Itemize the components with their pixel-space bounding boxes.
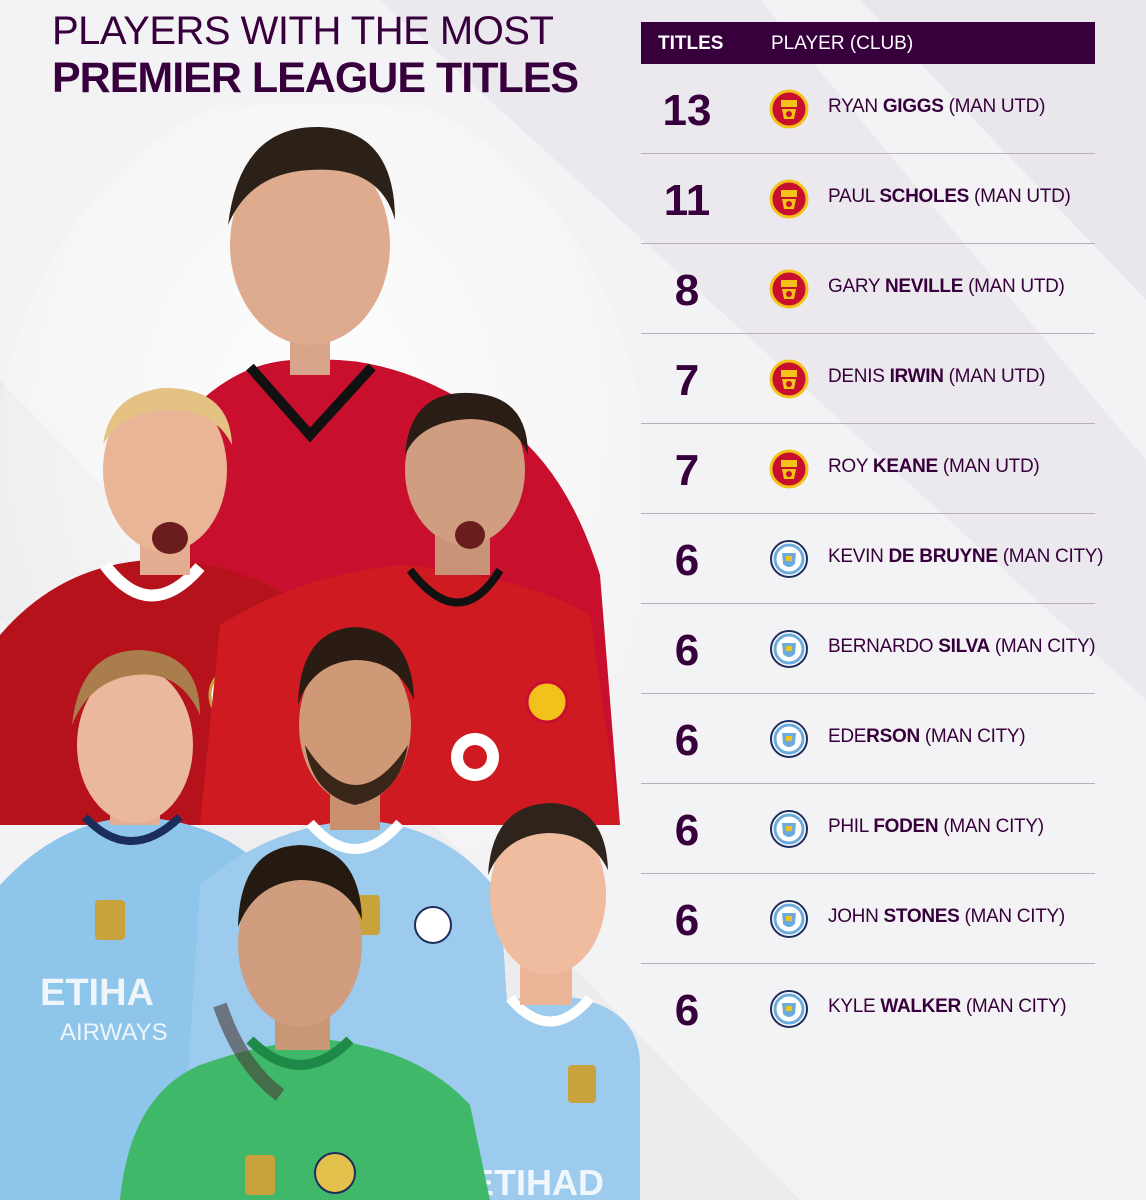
man-utd-crest-icon bbox=[769, 179, 809, 219]
player-first-name: EDE bbox=[828, 726, 867, 747]
man-utd-crest-icon bbox=[769, 449, 809, 489]
player-first-name: RYAN bbox=[828, 96, 878, 117]
svg-text:ETIHAD: ETIHAD bbox=[470, 1162, 604, 1200]
table-row: 11 PAUL SCHOLES (MAN UTD) bbox=[641, 154, 1095, 244]
titles-table: TITLES PLAYER (CLUB) 13 RYAN GIGGS (MAN U… bbox=[641, 22, 1103, 1053]
titles-count: 6 bbox=[674, 986, 700, 1035]
player-first-name: ROY bbox=[828, 456, 868, 477]
man-utd-crest-icon bbox=[769, 359, 809, 399]
player-name: RYAN GIGGS (MAN UTD) bbox=[828, 96, 1045, 118]
player-club: (MAN UTD) bbox=[948, 96, 1046, 117]
player-last-name: KEANE bbox=[872, 456, 938, 477]
player-club: (MAN CITY) bbox=[924, 726, 1026, 747]
man-city-crest-icon bbox=[770, 990, 808, 1028]
table-row: 6 PHIL FODEN (MAN CITY) bbox=[641, 784, 1095, 874]
table-body: 13 RYAN GIGGS (MAN UTD) 11 PAUL SCHOLES (MA… bbox=[641, 64, 1103, 1053]
player-first-name: KEVIN bbox=[828, 546, 884, 567]
player-club: (MAN CITY) bbox=[943, 816, 1044, 837]
player-club: (MAN CITY) bbox=[1002, 546, 1104, 567]
table-header: TITLES PLAYER (CLUB) bbox=[641, 22, 1095, 64]
titles-count: 6 bbox=[674, 806, 700, 855]
player-first-name: PAUL bbox=[828, 186, 875, 207]
table-row: 8 GARY NEVILLE (MAN UTD) bbox=[641, 244, 1095, 334]
table-row: 6 KYLE WALKER (MAN CITY) bbox=[641, 964, 1095, 1053]
man-utd-crest-icon bbox=[769, 269, 809, 309]
player-last-name: GIGGS bbox=[882, 96, 944, 117]
player-first-name: KYLE bbox=[828, 996, 876, 1017]
player-club: (MAN UTD) bbox=[968, 276, 1065, 297]
player-club: (MAN CITY) bbox=[994, 636, 1096, 657]
player-name: PHIL FODEN (MAN CITY) bbox=[828, 816, 1044, 838]
player-last-name: NEVILLE bbox=[884, 276, 964, 297]
player-club: (MAN CITY) bbox=[965, 996, 1067, 1017]
player-club: (MAN UTD) bbox=[948, 366, 1046, 387]
man-city-crest-icon bbox=[770, 720, 808, 758]
table-row: 6 JOHN STONES (MAN CITY) bbox=[641, 874, 1095, 964]
player-club: (MAN UTD) bbox=[942, 456, 1040, 477]
titles-count: 6 bbox=[674, 896, 700, 945]
title-line-1: PLAYERS WITH THE MOST bbox=[52, 9, 554, 53]
svg-text:AIRWAYS: AIRWAYS bbox=[60, 1019, 168, 1046]
player-first-name: JOHN bbox=[828, 906, 879, 927]
man-city-crest-icon bbox=[770, 900, 808, 938]
player-last-name: SCHOLES bbox=[879, 186, 970, 207]
table-row: 6 BERNARDO SILVA (MAN CITY) bbox=[641, 604, 1096, 694]
titles-count: 13 bbox=[662, 86, 712, 135]
player-ederson-figure bbox=[120, 845, 490, 1200]
player-name: DENIS IRWIN (MAN UTD) bbox=[828, 366, 1045, 388]
titles-count: 6 bbox=[674, 716, 700, 765]
player-name: EDERSON (MAN CITY) bbox=[828, 726, 1026, 748]
player-name: GARY NEVILLE (MAN UTD) bbox=[828, 276, 1065, 298]
player-last-name: FODEN bbox=[873, 816, 939, 837]
player-club: (MAN CITY) bbox=[964, 906, 1065, 927]
titles-count: 7 bbox=[674, 356, 700, 405]
page-title: PLAYERS WITH THE MOST PREMIER LEAGUE TIT… bbox=[52, 8, 612, 102]
titles-count: 6 bbox=[674, 536, 700, 585]
table-row: 7 DENIS IRWIN (MAN UTD) bbox=[641, 334, 1095, 424]
player-name: JOHN STONES (MAN CITY) bbox=[828, 906, 1065, 928]
table-row: 7 ROY KEANE (MAN UTD) bbox=[641, 424, 1095, 514]
svg-text:ETIHA: ETIHA bbox=[40, 972, 154, 1014]
player-club: (MAN UTD) bbox=[974, 186, 1071, 207]
player-last-name: RSON bbox=[866, 726, 920, 747]
man-utd-crest-icon bbox=[769, 89, 809, 129]
titles-count: 8 bbox=[674, 266, 700, 315]
players-photo-collage: ETIHA AIRWAYS ETIHAD bbox=[0, 105, 640, 1200]
player-last-name: WALKER bbox=[880, 996, 961, 1017]
column-header-player: PLAYER (CLUB) bbox=[771, 33, 914, 54]
player-name: PAUL SCHOLES (MAN UTD) bbox=[828, 186, 1071, 208]
man-city-crest-icon bbox=[770, 810, 808, 848]
player-name: KYLE WALKER (MAN CITY) bbox=[828, 996, 1067, 1018]
player-first-name: BERNARDO bbox=[828, 636, 934, 657]
titles-count: 7 bbox=[674, 446, 700, 495]
player-name: ROY KEANE (MAN UTD) bbox=[828, 456, 1040, 478]
table-row: 6 KEVIN DE BRUYNE (MAN CITY) bbox=[641, 514, 1103, 604]
player-name: KEVIN DE BRUYNE (MAN CITY) bbox=[828, 546, 1103, 568]
table-row: 13 RYAN GIGGS (MAN UTD) bbox=[641, 64, 1095, 154]
player-first-name: GARY bbox=[828, 276, 880, 297]
player-first-name: PHIL bbox=[828, 816, 869, 837]
man-city-crest-icon bbox=[770, 540, 808, 578]
player-name: BERNARDO SILVA (MAN CITY) bbox=[828, 636, 1096, 658]
player-last-name: DE BRUYNE bbox=[888, 546, 999, 567]
column-header-titles: TITLES bbox=[658, 33, 724, 54]
man-city-crest-icon bbox=[770, 630, 808, 668]
table-row: 6 EDERSON (MAN CITY) bbox=[641, 694, 1095, 784]
titles-count: 6 bbox=[674, 626, 700, 675]
player-last-name: IRWIN bbox=[889, 366, 944, 387]
title-line-2: PREMIER LEAGUE TITLES bbox=[52, 54, 579, 102]
player-last-name: SILVA bbox=[938, 636, 990, 657]
titles-count: 11 bbox=[663, 176, 711, 225]
player-last-name: STONES bbox=[883, 906, 960, 927]
player-first-name: DENIS bbox=[828, 366, 885, 387]
